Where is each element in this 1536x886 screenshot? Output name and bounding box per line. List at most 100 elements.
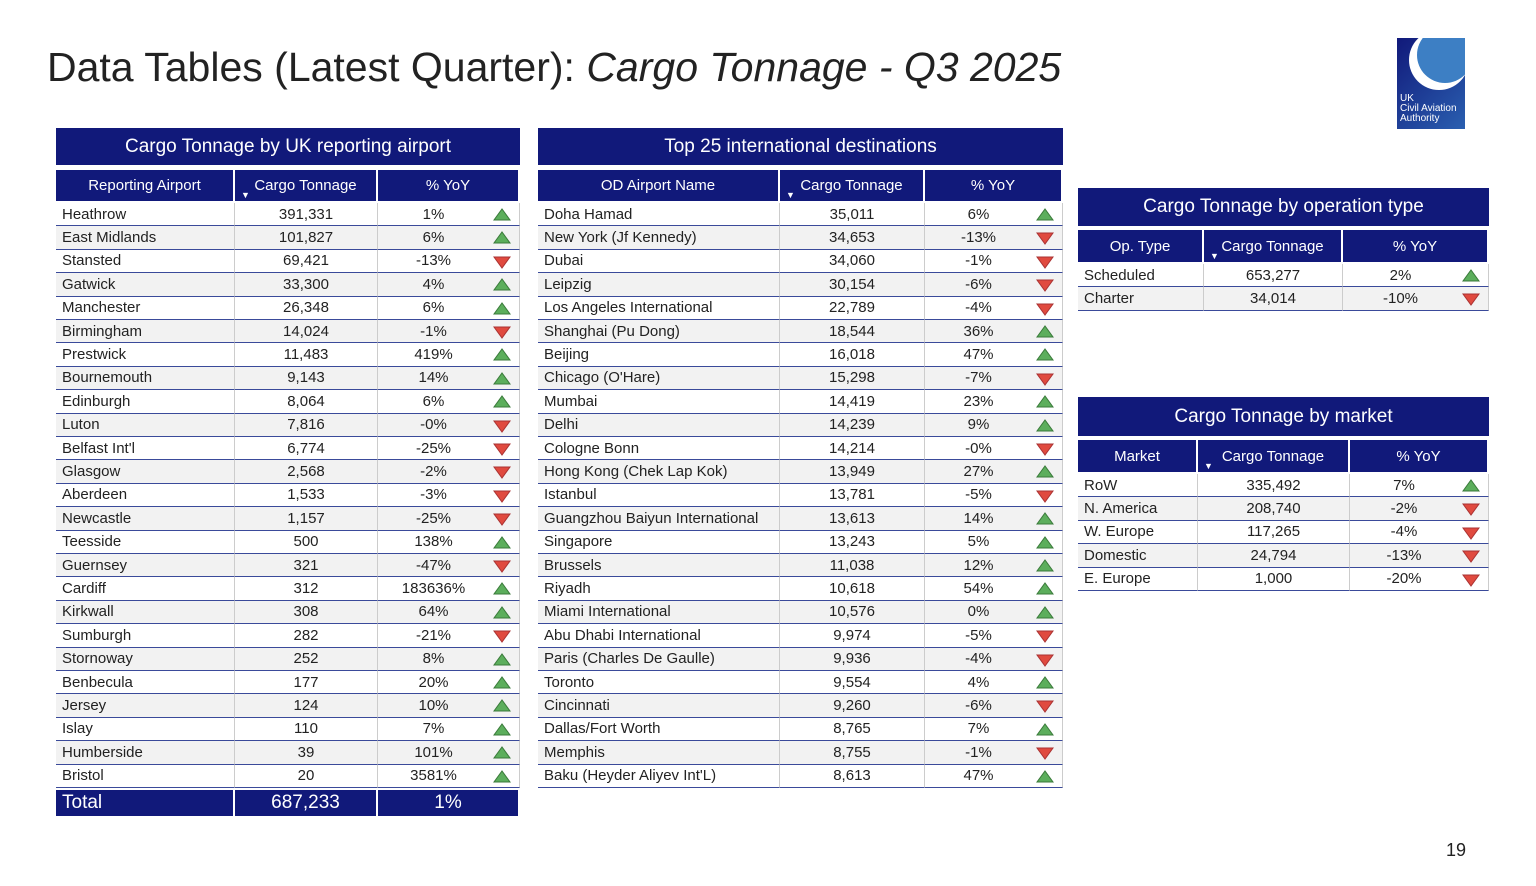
- table-cell: 208,740: [1198, 497, 1350, 521]
- table-cell: 47%: [925, 343, 1063, 367]
- table-cell: 7%: [925, 717, 1063, 742]
- table-cell: Dubai: [538, 249, 780, 274]
- sort-icon: ▼: [786, 190, 795, 200]
- table-cell: 34,653: [780, 226, 925, 250]
- table-cell: -47%: [378, 554, 520, 578]
- table-cell: -2%: [1350, 497, 1489, 521]
- table-cell: Cardiff: [56, 577, 235, 601]
- trend-up: [493, 605, 511, 619]
- table-cell: 6%: [925, 203, 1063, 227]
- table-cell: Chicago (O'Hare): [538, 366, 780, 391]
- table-cell: 6,774: [235, 437, 378, 461]
- table-cell: Toronto: [538, 671, 780, 695]
- table-cell: 34,014: [1204, 287, 1343, 311]
- table-cell: Stansted: [56, 249, 235, 274]
- table-cell: 9,936: [780, 647, 925, 671]
- trend-down: [493, 326, 511, 339]
- table-cell: Charter: [1078, 287, 1204, 311]
- table-cell: Baku (Heyder Aliyev Int'L): [538, 764, 780, 788]
- logo-line: Authority: [1400, 113, 1440, 124]
- table-cell: -6%: [925, 273, 1063, 297]
- table-cell: 10%: [378, 694, 520, 718]
- table-cell: Guangzhou Baiyun International: [538, 507, 780, 531]
- table-cell: -13%: [1350, 544, 1489, 568]
- trend-down: [1462, 293, 1480, 307]
- table-cell: -2%: [378, 460, 520, 484]
- column-header: Cargo Tonnage ▼: [1198, 440, 1350, 472]
- table-title: Cargo Tonnage by operation type: [1078, 188, 1489, 226]
- table-cell: N. America: [1078, 497, 1198, 521]
- table-cell: 6%: [378, 296, 520, 320]
- table-cell: 22,789: [780, 296, 925, 320]
- table-cell: 34,060: [780, 249, 925, 274]
- table-cell: 653,277: [1204, 264, 1343, 288]
- logo-mark: [1409, 38, 1465, 90]
- table-cell: 7,816: [235, 413, 378, 437]
- table-cell: 5%: [925, 530, 1063, 554]
- table-cell: 1,157: [235, 507, 378, 531]
- table-cell: Cologne Bonn: [538, 437, 780, 461]
- table-cell: W. Europe: [1078, 520, 1198, 545]
- table-cell: E. Europe: [1078, 567, 1198, 591]
- trend-down: [1036, 654, 1054, 667]
- table-cell: -5%: [925, 483, 1063, 508]
- table-cell: 13,613: [780, 507, 925, 531]
- trend-down: [1462, 574, 1480, 587]
- trend-up: [493, 371, 511, 385]
- trend-up: [1036, 769, 1054, 783]
- table-cell: 1%: [378, 203, 520, 227]
- table-cell: 16,018: [780, 343, 925, 367]
- trend-down: [1462, 503, 1480, 517]
- table-cell: 64%: [378, 600, 520, 625]
- trend-up: [493, 769, 511, 783]
- table-cell: 26,348: [235, 296, 378, 320]
- trend-down: [493, 490, 511, 503]
- table-cell: 4%: [378, 273, 520, 297]
- table-cell: 14%: [925, 507, 1063, 531]
- table-cell: Delhi: [538, 413, 780, 437]
- table-cell: -4%: [925, 647, 1063, 671]
- trend-up: [493, 208, 511, 221]
- table-cell: 9%: [925, 413, 1063, 437]
- table-cell: 321: [235, 554, 378, 578]
- table-cell: Dallas/Fort Worth: [538, 717, 780, 742]
- table-cell: 500: [235, 530, 378, 554]
- trend-up: [1462, 479, 1480, 492]
- trend-up: [1036, 605, 1054, 619]
- table-cell: 11,483: [235, 343, 378, 367]
- table-cell: 18,544: [780, 320, 925, 344]
- column-header: OD Airport Name: [538, 170, 780, 201]
- table-cell: 9,143: [235, 366, 378, 391]
- trend-down: [1462, 527, 1480, 540]
- trend-up: [1036, 208, 1054, 221]
- table-cell: Abu Dhabi International: [538, 624, 780, 648]
- table-cell: 14,419: [780, 390, 925, 414]
- trend-up: [1036, 465, 1054, 478]
- table-cell: Heathrow: [56, 203, 235, 227]
- trend-up: [493, 278, 511, 291]
- table-cell: -13%: [378, 249, 520, 274]
- table-cell: 20: [235, 764, 378, 788]
- trend-down: [1036, 700, 1054, 714]
- table-cell: 54%: [925, 577, 1063, 601]
- table-cell: -6%: [925, 694, 1063, 718]
- logo: UK Civil Aviation Authority: [1397, 38, 1465, 129]
- table-cell: 9,260: [780, 694, 925, 718]
- table-cell: -0%: [378, 413, 520, 437]
- table-cell: 282: [235, 624, 378, 648]
- table-cell: 14%: [378, 366, 520, 391]
- trend-down: [493, 560, 511, 573]
- trend-up: [1036, 512, 1054, 525]
- column-header: % YoY: [925, 170, 1063, 201]
- table-cell: -1%: [925, 249, 1063, 274]
- column-header: Market: [1078, 440, 1198, 472]
- trend-up: [1036, 676, 1054, 689]
- table-cell: 2,568: [235, 460, 378, 484]
- table-cell: Memphis: [538, 741, 780, 765]
- table-cell: 2%: [1343, 264, 1489, 288]
- table-cell: 110: [235, 717, 378, 742]
- table-cell: Newcastle: [56, 507, 235, 531]
- table-cell: 23%: [925, 390, 1063, 414]
- table-cell: 8,765: [780, 717, 925, 742]
- table-cell: Kirkwall: [56, 600, 235, 625]
